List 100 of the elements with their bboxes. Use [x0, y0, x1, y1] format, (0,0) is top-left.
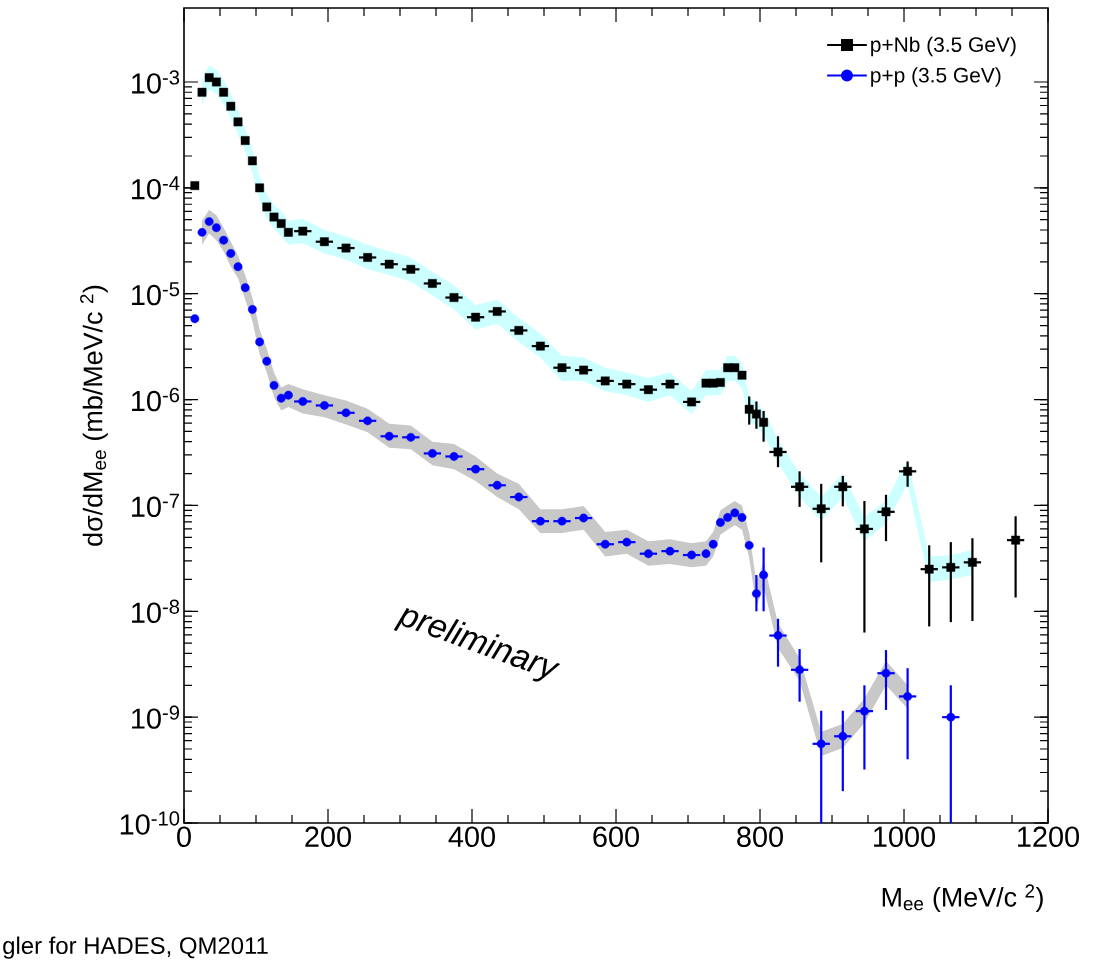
- point: [406, 432, 416, 442]
- point: [514, 492, 524, 502]
- x-tick-label: 200: [305, 826, 351, 847]
- y-tick-label: 10$^{-7}$: [132, 493, 179, 518]
- point: [946, 712, 956, 722]
- point: [860, 706, 869, 716]
- point: [816, 739, 826, 749]
- legend-label: p+Nb (3.5 GeV): [871, 36, 1016, 57]
- point: [536, 516, 545, 526]
- y-tick-label: 10$^{-6}$: [132, 387, 180, 412]
- point: [226, 249, 236, 258]
- point: [816, 504, 826, 514]
- point: [197, 227, 207, 237]
- point: [737, 513, 747, 522]
- point: [284, 227, 293, 237]
- point: [226, 101, 236, 111]
- point: [644, 549, 653, 559]
- point: [363, 416, 372, 426]
- point: [204, 217, 214, 226]
- point: [240, 136, 250, 145]
- point: [744, 540, 754, 550]
- point: [903, 692, 912, 701]
- point: [687, 550, 696, 560]
- point: [838, 482, 848, 492]
- point: [248, 156, 257, 166]
- point: [579, 513, 588, 523]
- point: [579, 365, 588, 375]
- point: [708, 539, 718, 549]
- point: [320, 401, 329, 410]
- point: [701, 549, 711, 559]
- point: [363, 253, 372, 262]
- point: [644, 385, 653, 395]
- y-axis-title: dσ/dM$_{ee}$ (mb/MeV/c $^{2}$): [80, 285, 108, 546]
- point: [219, 87, 228, 97]
- point: [284, 390, 293, 400]
- point: [536, 341, 545, 351]
- y-tick-label: 10$^{-9}$: [132, 705, 180, 729]
- point: [449, 293, 459, 302]
- point: [255, 183, 264, 193]
- point: [341, 408, 351, 418]
- legend-label: p+p (3.5 GeV): [871, 67, 1001, 87]
- y-tick-label: 10$^{-5}$: [132, 282, 180, 306]
- point: [723, 513, 732, 522]
- point: [428, 279, 437, 288]
- point: [600, 376, 610, 386]
- point: [341, 243, 351, 253]
- point: [924, 564, 934, 574]
- point: [622, 379, 632, 389]
- point: [471, 312, 480, 322]
- point: [557, 516, 567, 526]
- x-tick-label: 600: [593, 826, 639, 847]
- x-tick-label: 1200: [1018, 826, 1079, 847]
- point: [795, 482, 804, 492]
- x-tick-label: 800: [737, 826, 783, 847]
- point: [881, 668, 891, 678]
- point: [752, 589, 761, 598]
- point: [219, 235, 228, 245]
- point: [190, 314, 200, 324]
- point: [406, 264, 416, 274]
- point: [622, 537, 632, 547]
- point: [903, 466, 912, 476]
- point: [298, 397, 308, 406]
- y-tick-label: 10$^{-4}$: [132, 176, 180, 200]
- point: [384, 431, 394, 441]
- point: [716, 518, 725, 527]
- x-tick-label: 1000: [874, 826, 935, 847]
- point: [492, 480, 502, 490]
- point: [730, 508, 740, 518]
- point: [860, 524, 869, 534]
- point: [946, 562, 956, 572]
- point: [190, 181, 200, 190]
- point: [744, 404, 754, 414]
- point: [320, 237, 329, 247]
- text: gler for HADES, QM2011: [3, 936, 268, 959]
- point: [197, 87, 207, 97]
- point: [665, 546, 675, 556]
- point: [759, 417, 768, 427]
- point: [262, 202, 272, 212]
- point: [471, 464, 480, 474]
- point: [298, 226, 308, 236]
- point: [233, 262, 243, 272]
- point: [449, 452, 459, 461]
- point: [737, 370, 747, 380]
- point: [881, 507, 891, 517]
- y-tick-label: 10$^{-3}$: [132, 70, 180, 94]
- point: [968, 557, 977, 567]
- point: [384, 259, 394, 269]
- point: [428, 449, 437, 458]
- point: [492, 307, 502, 316]
- point: [600, 539, 610, 549]
- point: [557, 363, 567, 373]
- point: [773, 447, 783, 457]
- point: [665, 379, 675, 389]
- point: [514, 326, 524, 335]
- point: [204, 73, 214, 82]
- point: [262, 356, 272, 366]
- point: [773, 631, 783, 640]
- point: [233, 117, 243, 127]
- x-tick-label: 400: [448, 826, 495, 847]
- point: [838, 731, 848, 741]
